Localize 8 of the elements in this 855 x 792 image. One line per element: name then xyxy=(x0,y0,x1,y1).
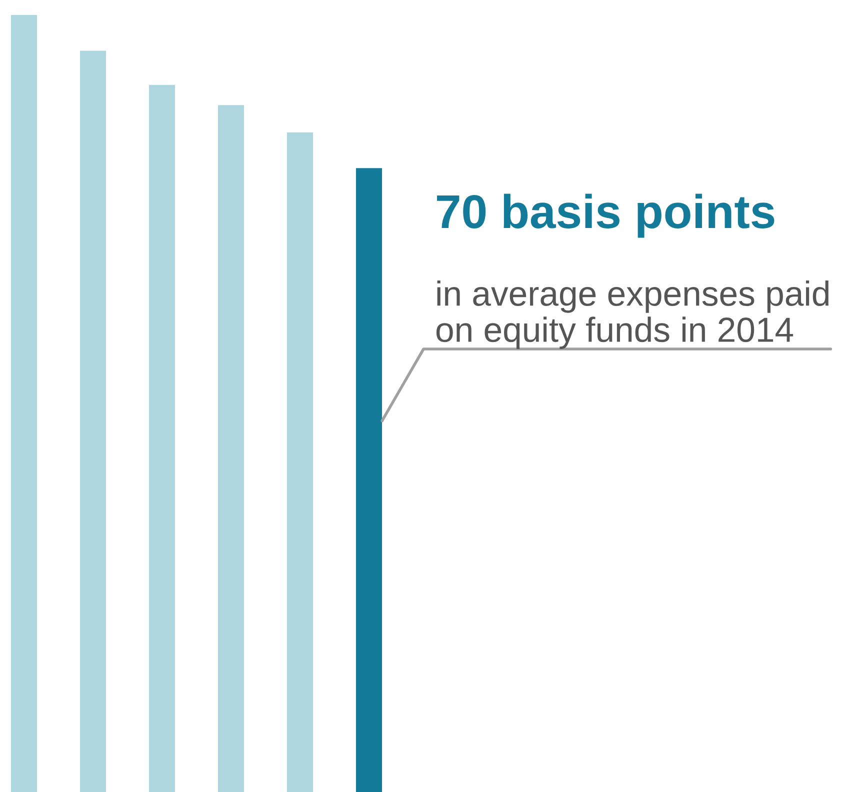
bar xyxy=(148,84,176,792)
text: in average expenses paid on equity funds in 2014 xyxy=(436,280,828,349)
bar xyxy=(80,50,106,792)
text: 70 basis points xyxy=(437,194,774,238)
bar xyxy=(218,105,244,792)
bar xyxy=(286,132,314,792)
bar xyxy=(10,15,38,792)
bar xyxy=(356,168,382,792)
